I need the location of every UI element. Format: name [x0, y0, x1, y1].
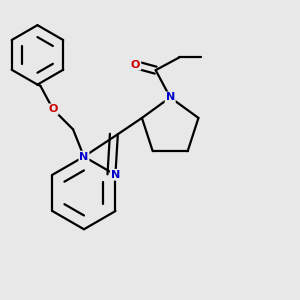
Text: N: N: [111, 170, 120, 180]
Text: O: O: [48, 104, 58, 114]
Text: N: N: [79, 152, 88, 162]
Text: O: O: [131, 60, 140, 70]
Text: N: N: [166, 92, 175, 102]
